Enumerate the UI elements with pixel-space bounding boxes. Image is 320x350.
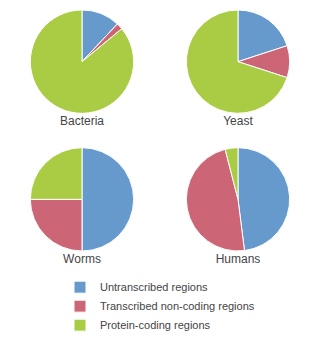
svg-text:Transcribed non-coding regions: Transcribed non-coding regions xyxy=(100,300,255,312)
svg-text:Worms: Worms xyxy=(63,252,101,266)
svg-text:Protein-coding regions: Protein-coding regions xyxy=(100,319,211,331)
svg-text:Untranscribed regions: Untranscribed regions xyxy=(100,281,208,293)
svg-text:Humans: Humans xyxy=(216,252,261,266)
svg-text:Yeast: Yeast xyxy=(223,114,253,128)
svg-text:Bacteria: Bacteria xyxy=(60,114,104,128)
